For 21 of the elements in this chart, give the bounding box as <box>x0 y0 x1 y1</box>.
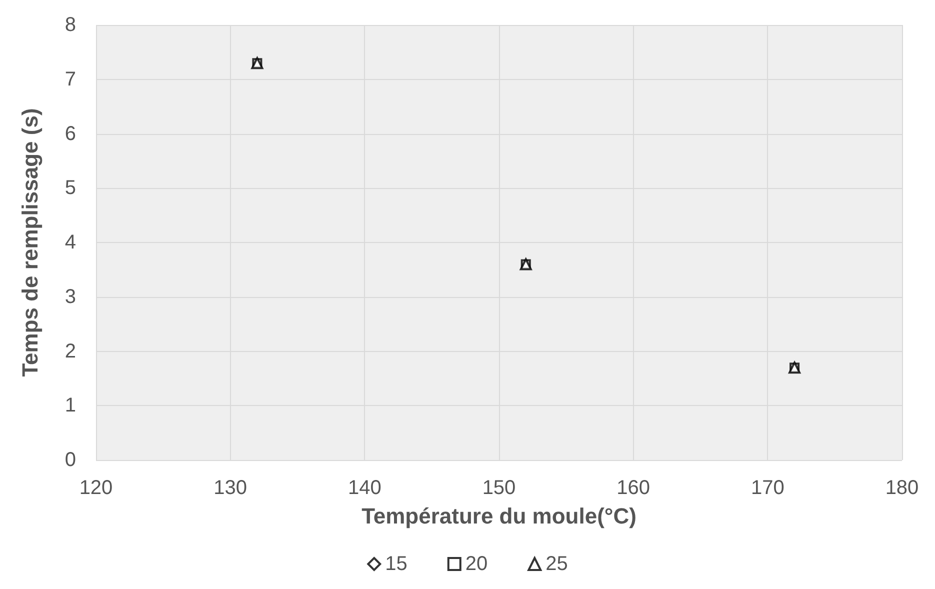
legend-label: 15 <box>385 553 408 575</box>
y-tick-label: 6 <box>64 122 76 145</box>
y-tick-label: 3 <box>64 286 76 308</box>
y-tick-label: 4 <box>64 232 76 254</box>
x-tick-label: 170 <box>750 477 784 499</box>
y-tick-label: 0 <box>64 449 76 471</box>
x-axis-title: Température du moule(°C) <box>362 504 636 528</box>
y-tick-label: 7 <box>64 68 76 90</box>
x-tick-label: 120 <box>79 477 113 499</box>
x-tick-label: 160 <box>616 477 650 499</box>
legend-label: 25 <box>546 553 568 575</box>
y-tick-label: 2 <box>64 340 76 362</box>
legend-label: 20 <box>465 553 488 575</box>
y-tick-label: 8 <box>64 14 76 36</box>
x-tick-label: 150 <box>482 477 516 499</box>
x-tick-label: 130 <box>214 477 248 499</box>
y-tick-label: 1 <box>64 394 76 417</box>
x-tick-label: 140 <box>348 477 382 499</box>
y-axis-title: Temps de remplissage (s) <box>18 108 42 377</box>
y-tick-label: 5 <box>64 177 76 200</box>
x-tick-label: 180 <box>885 477 919 499</box>
